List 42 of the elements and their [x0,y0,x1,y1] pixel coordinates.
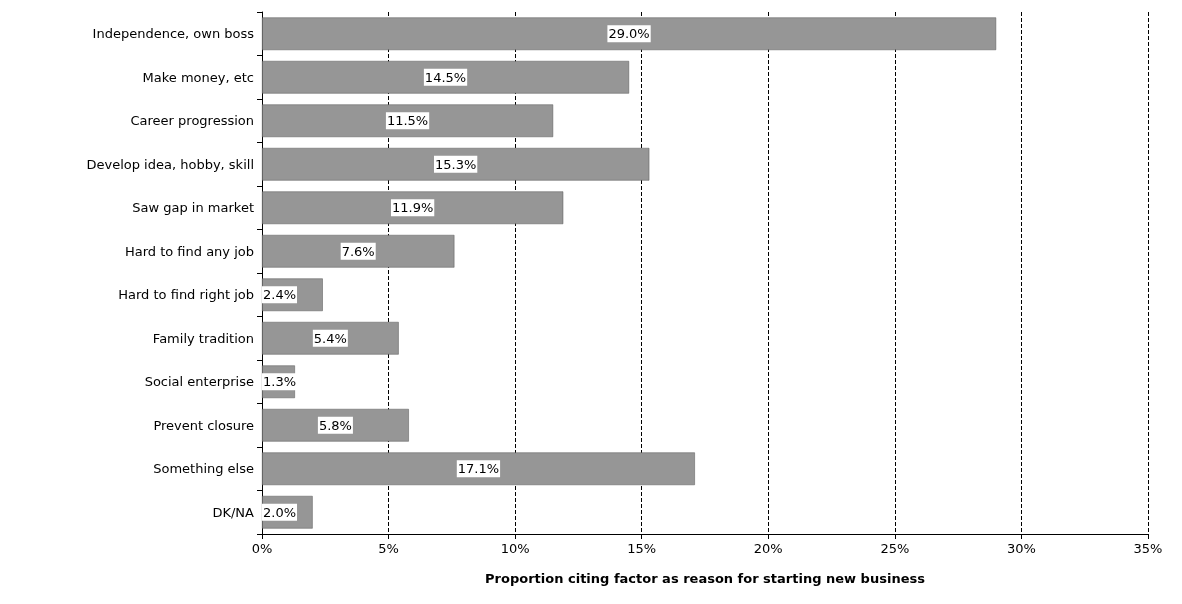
y-tick-label: Hard to find right job [118,287,254,303]
data-label: 29.0% [608,26,650,42]
x-tick-label: 25% [880,541,910,556]
y-tick-label: Family tradition [152,330,254,346]
y-tick-label: Develop idea, hobby, skill [86,156,254,172]
bar [262,104,554,138]
y-tick-label: DK/NA [212,504,255,520]
bar [262,147,650,181]
data-label: 5.8% [318,417,352,433]
x-tick-label: 0% [251,541,273,556]
x-tick-label: 5% [378,541,399,556]
y-tick-label: Something else [153,461,254,477]
x-tick-label: 15% [627,541,657,556]
bar [262,452,695,486]
bar [262,191,564,225]
bar [262,234,455,268]
data-label: 5.4% [313,330,347,346]
x-tick-label: 10% [500,541,530,556]
bar [262,321,399,355]
data-label: 2.4% [263,287,297,303]
x-tick-label: 30% [1006,541,1036,556]
x-axis-title: Proportion citing factor as reason for starting new business [485,571,926,586]
data-label: 11.9% [391,200,434,216]
data-label: 1.3% [263,374,297,390]
bar [262,60,630,94]
bar [262,408,409,442]
data-label: 7.6% [341,243,375,259]
data-label: 15.3% [435,156,477,172]
y-tick-label: Hard to find any job [124,243,254,259]
y-tick-label: Independence, own boss [92,26,255,42]
x-tick-label: 20% [753,541,783,556]
data-label: 11.5% [386,113,429,129]
y-tick-label: Career progression [130,113,254,129]
y-tick-label: Saw gap in market [132,200,254,216]
y-tick-label: Prevent closure [153,417,254,433]
bar [262,17,997,51]
x-tick-label: 35% [1133,541,1163,556]
data-label: 2.0% [263,504,297,520]
y-tick-label: Social enterprise [144,374,254,390]
data-label: 14.5% [424,69,467,85]
data-label: 17.1% [457,461,500,477]
y-tick-label: Make money, etc [142,69,254,85]
